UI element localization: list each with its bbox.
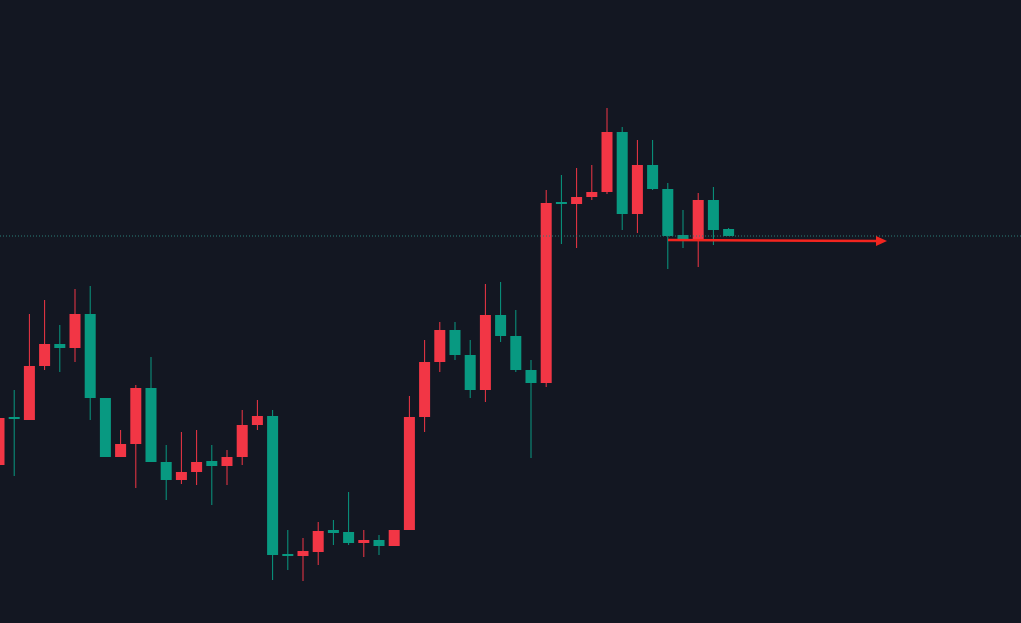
- candle-body: [540, 203, 552, 383]
- candle-body: [525, 370, 537, 383]
- candle-body: [707, 200, 719, 230]
- candle-body: [251, 416, 263, 425]
- candle-body: [39, 344, 51, 366]
- arrow-line: [667, 238, 879, 243]
- candle-body: [388, 530, 400, 546]
- candle-body: [586, 192, 598, 197]
- candle-body: [555, 202, 567, 204]
- candle-body: [23, 366, 35, 420]
- candle-body: [236, 425, 248, 457]
- candle-body: [479, 315, 491, 390]
- candle-body: [449, 330, 461, 355]
- candle-body: [99, 398, 111, 457]
- candle-body: [647, 165, 659, 189]
- candle-body: [84, 314, 96, 398]
- candle-body: [54, 344, 66, 348]
- candle-body: [419, 362, 431, 417]
- candle-body: [403, 417, 415, 530]
- arrow-head: [876, 236, 887, 246]
- candle-body: [510, 336, 522, 370]
- candle-body: [464, 355, 476, 390]
- candle-body: [115, 444, 127, 457]
- candle-body: [631, 165, 643, 214]
- candle-body: [297, 551, 309, 556]
- candle-body: [221, 457, 233, 466]
- candle-body: [0, 418, 5, 465]
- arrow-drawing: [667, 236, 887, 246]
- candle-body: [358, 540, 370, 543]
- candle-body: [267, 416, 279, 555]
- candle-body: [312, 531, 324, 552]
- candle-body: [677, 235, 689, 240]
- candle-body: [601, 132, 613, 192]
- candles: [0, 108, 735, 581]
- candle-body: [343, 532, 355, 543]
- candle-body: [69, 314, 81, 348]
- candle-body: [434, 330, 446, 362]
- candle-body: [130, 388, 142, 444]
- candle-body: [571, 197, 583, 204]
- candle-body: [175, 472, 187, 480]
- candle-body: [495, 315, 507, 336]
- candle-body: [327, 530, 339, 533]
- candle-body: [191, 462, 203, 472]
- candle-body: [160, 462, 172, 480]
- candle-body: [206, 461, 218, 466]
- candle-body: [282, 554, 294, 556]
- candle-body: [145, 388, 157, 462]
- candle-body: [662, 189, 674, 236]
- candle-body: [616, 132, 628, 214]
- candle-body: [8, 417, 20, 419]
- candle-body: [723, 229, 735, 236]
- candle-body: [373, 540, 385, 546]
- candle-body: [692, 200, 704, 240]
